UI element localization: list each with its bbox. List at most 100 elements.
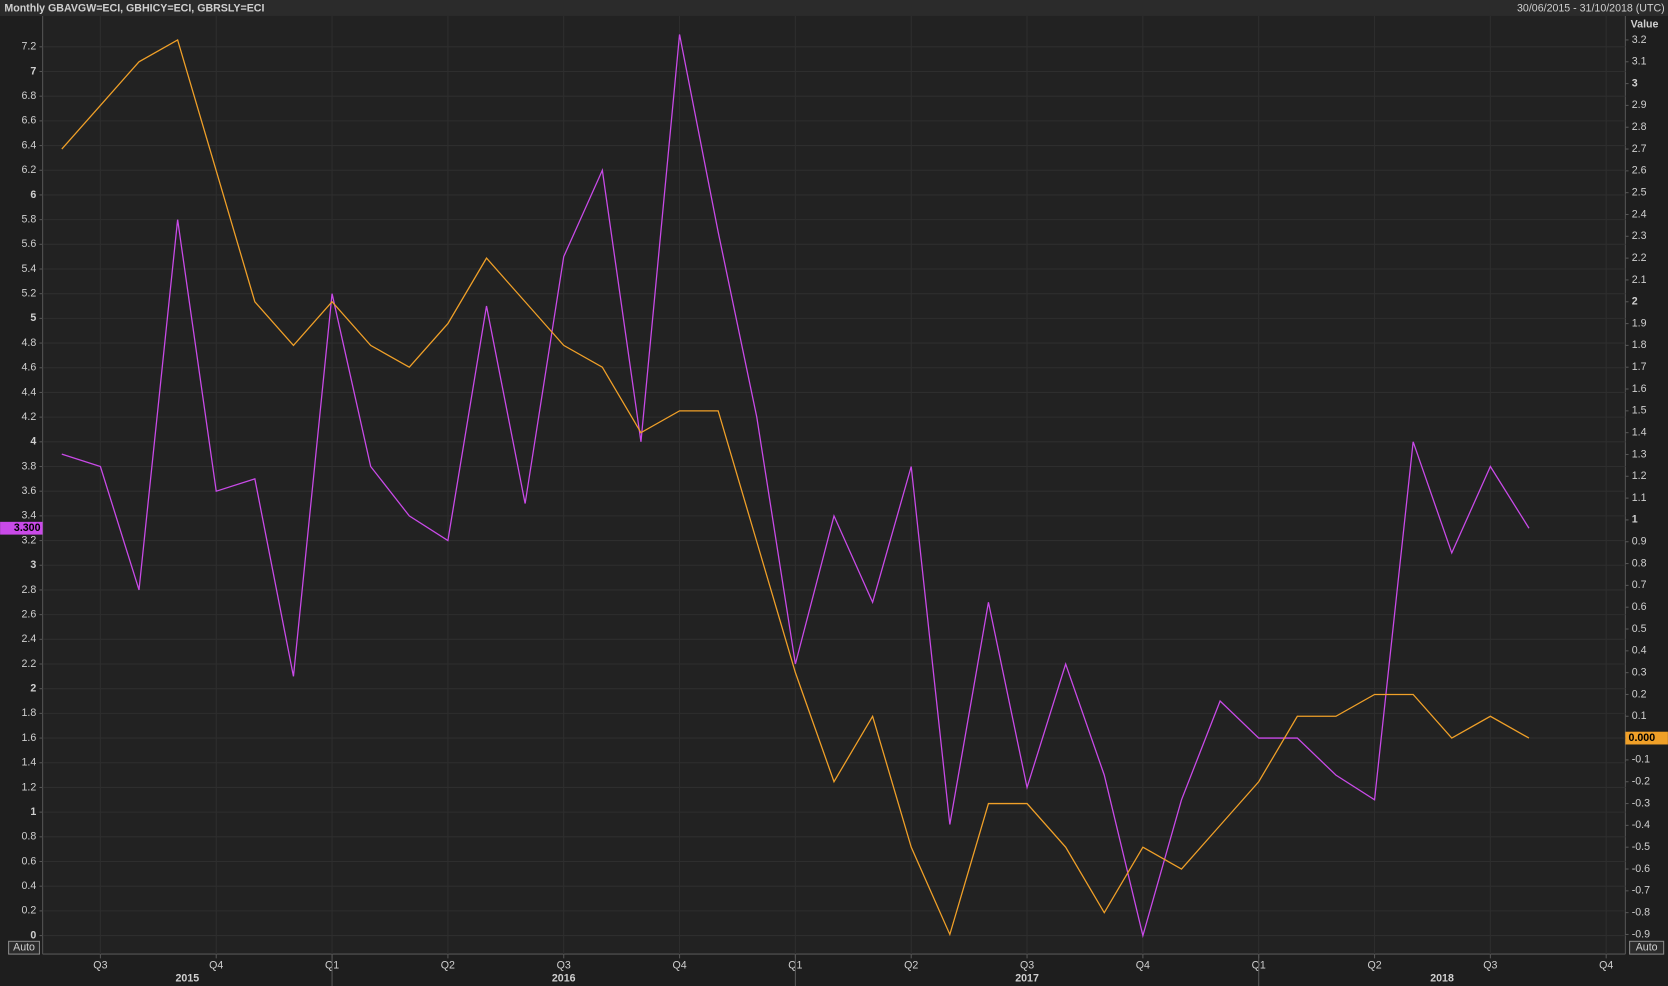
x-group-label: 2016: [552, 972, 576, 984]
y-tick-label: 2.8: [21, 584, 36, 596]
y-tick-label: 3.8: [21, 460, 36, 472]
x-tick-label: Q4: [672, 960, 686, 972]
y2-tick-label: 1.4: [1632, 426, 1647, 438]
y-tick-label: 2.4: [21, 633, 36, 645]
y2-tick-label: 0.7: [1632, 579, 1647, 591]
x-tick-label: Q3: [557, 960, 571, 972]
last-value-label: 3.300: [14, 522, 41, 534]
scale-mode-button[interactable]: [1629, 940, 1665, 955]
y2-tick-label: 1.2: [1632, 470, 1647, 482]
y2-tick-label: 1: [1632, 514, 1638, 526]
y2-tick-label: -0.7: [1632, 885, 1650, 897]
x-tick-label: Q4: [1136, 960, 1150, 972]
y2-tick-label: 1.9: [1632, 317, 1647, 329]
y2-tick-label: 3: [1632, 77, 1638, 89]
y2-tick-label: 3.1: [1632, 56, 1647, 68]
y-tick-label: 3: [30, 559, 36, 571]
y2-tick-label: -0.1: [1632, 754, 1650, 766]
y-tick-label: 0.6: [21, 855, 36, 867]
series-line: [61, 39, 1530, 937]
y2-tick-label: -0.9: [1632, 928, 1650, 940]
y-tick-label: 2: [30, 683, 36, 695]
y-tick-label: 6.8: [21, 90, 36, 102]
y2-tick-label: 2.3: [1632, 230, 1647, 242]
y-tick-label: 7: [30, 65, 36, 77]
y-tick-label: 2.2: [21, 658, 36, 670]
left-scale-mode[interactable]: Auto: [13, 942, 35, 954]
y2-tick-label: -0.6: [1632, 863, 1650, 875]
y2-tick-label: 2.8: [1632, 121, 1647, 133]
y2-tick-label: 1.8: [1632, 339, 1647, 351]
y2-axis-label: Value: [1631, 18, 1659, 30]
y2-tick-label: 2: [1632, 296, 1638, 308]
y2-tick-label: 0.1: [1632, 710, 1647, 722]
y2-tick-label: -0.5: [1632, 841, 1650, 853]
y2-tick-label: 0.3: [1632, 666, 1647, 678]
y-tick-label: 1.2: [21, 781, 36, 793]
last-value-label: 0.000: [1629, 732, 1656, 744]
scale-mode-button[interactable]: [8, 940, 40, 955]
y2-tick-label: -0.4: [1632, 819, 1650, 831]
y2-tick-label: -0.2: [1632, 776, 1650, 788]
x-tick-label: Q3: [1483, 960, 1497, 972]
x-group-label: 2015: [176, 972, 200, 984]
y-tick-label: 4: [30, 436, 36, 448]
y-tick-label: 1.6: [21, 732, 36, 744]
y2-tick-label: 0.4: [1632, 645, 1647, 657]
y2-tick-label: 1.3: [1632, 448, 1647, 460]
y2-tick-label: 2.6: [1632, 165, 1647, 177]
y-tick-label: 3.2: [21, 534, 36, 546]
y-tick-label: 3.6: [21, 485, 36, 497]
y2-tick-label: 2.7: [1632, 143, 1647, 155]
y2-tick-label: 0.8: [1632, 557, 1647, 569]
x-tick-label: Q4: [209, 960, 223, 972]
x-tick-label: Q3: [93, 960, 107, 972]
y-tick-label: 0: [30, 929, 36, 941]
y-tick-label: 6.2: [21, 164, 36, 176]
y2-tick-label: 2.1: [1632, 274, 1647, 286]
x-tick-label: Q2: [1367, 960, 1381, 972]
y2-tick-label: 0.2: [1632, 688, 1647, 700]
y2-tick-label: 2.9: [1632, 99, 1647, 111]
y-tick-label: 4.8: [21, 337, 36, 349]
y-tick-label: 1.8: [21, 707, 36, 719]
chart-title: Monthly GBAVGW=ECI, GBHICY=ECI, GBRSLY=E…: [4, 2, 264, 14]
x-group-label: 2018: [1430, 972, 1454, 984]
last-value-badge: [1625, 731, 1668, 745]
date-range: 30/06/2015 - 31/10/2018 (UTC): [1517, 2, 1665, 14]
y-tick-label: 7.2: [21, 41, 36, 53]
y2-tick-label: 1.7: [1632, 361, 1647, 373]
y-tick-label: 5.6: [21, 238, 36, 250]
x-tick-label: Q2: [441, 960, 455, 972]
y-tick-label: 6.6: [21, 115, 36, 127]
y2-tick-label: 0.6: [1632, 601, 1647, 613]
y2-tick-label: 0.5: [1632, 623, 1647, 635]
y-tick-label: 6: [30, 189, 36, 201]
y-tick-label: 0.8: [21, 831, 36, 843]
y-tick-label: 4.2: [21, 411, 36, 423]
y-tick-label: 0.2: [21, 905, 36, 917]
y-tick-label: 4.6: [21, 362, 36, 374]
y-tick-label: 5.8: [21, 213, 36, 225]
y-tick-label: 5: [30, 312, 36, 324]
x-group-label: 2017: [1015, 972, 1039, 984]
right-scale-mode[interactable]: Auto: [1636, 942, 1658, 954]
y2-tick-label: -0.3: [1632, 797, 1650, 809]
y2-tick-label: 0.9: [1632, 536, 1647, 548]
header-bar: [0, 0, 1668, 16]
x-tick-label: Q4: [1599, 960, 1613, 972]
y-tick-label: 5.2: [21, 288, 36, 300]
y-tick-label: 0.4: [21, 880, 36, 892]
x-tick-label: Q2: [904, 960, 918, 972]
y-tick-label: 1: [30, 806, 36, 818]
y2-tick-label: 2.2: [1632, 252, 1647, 264]
y2-tick-label: 2.4: [1632, 208, 1647, 220]
plot-area: [42, 15, 1626, 955]
y-tick-label: 1.4: [21, 757, 36, 769]
y-tick-label: 4.4: [21, 386, 36, 398]
y2-tick-label: 1.5: [1632, 405, 1647, 417]
y2-tick-label: -0.8: [1632, 906, 1650, 918]
y-tick-label: 6.4: [21, 139, 36, 151]
